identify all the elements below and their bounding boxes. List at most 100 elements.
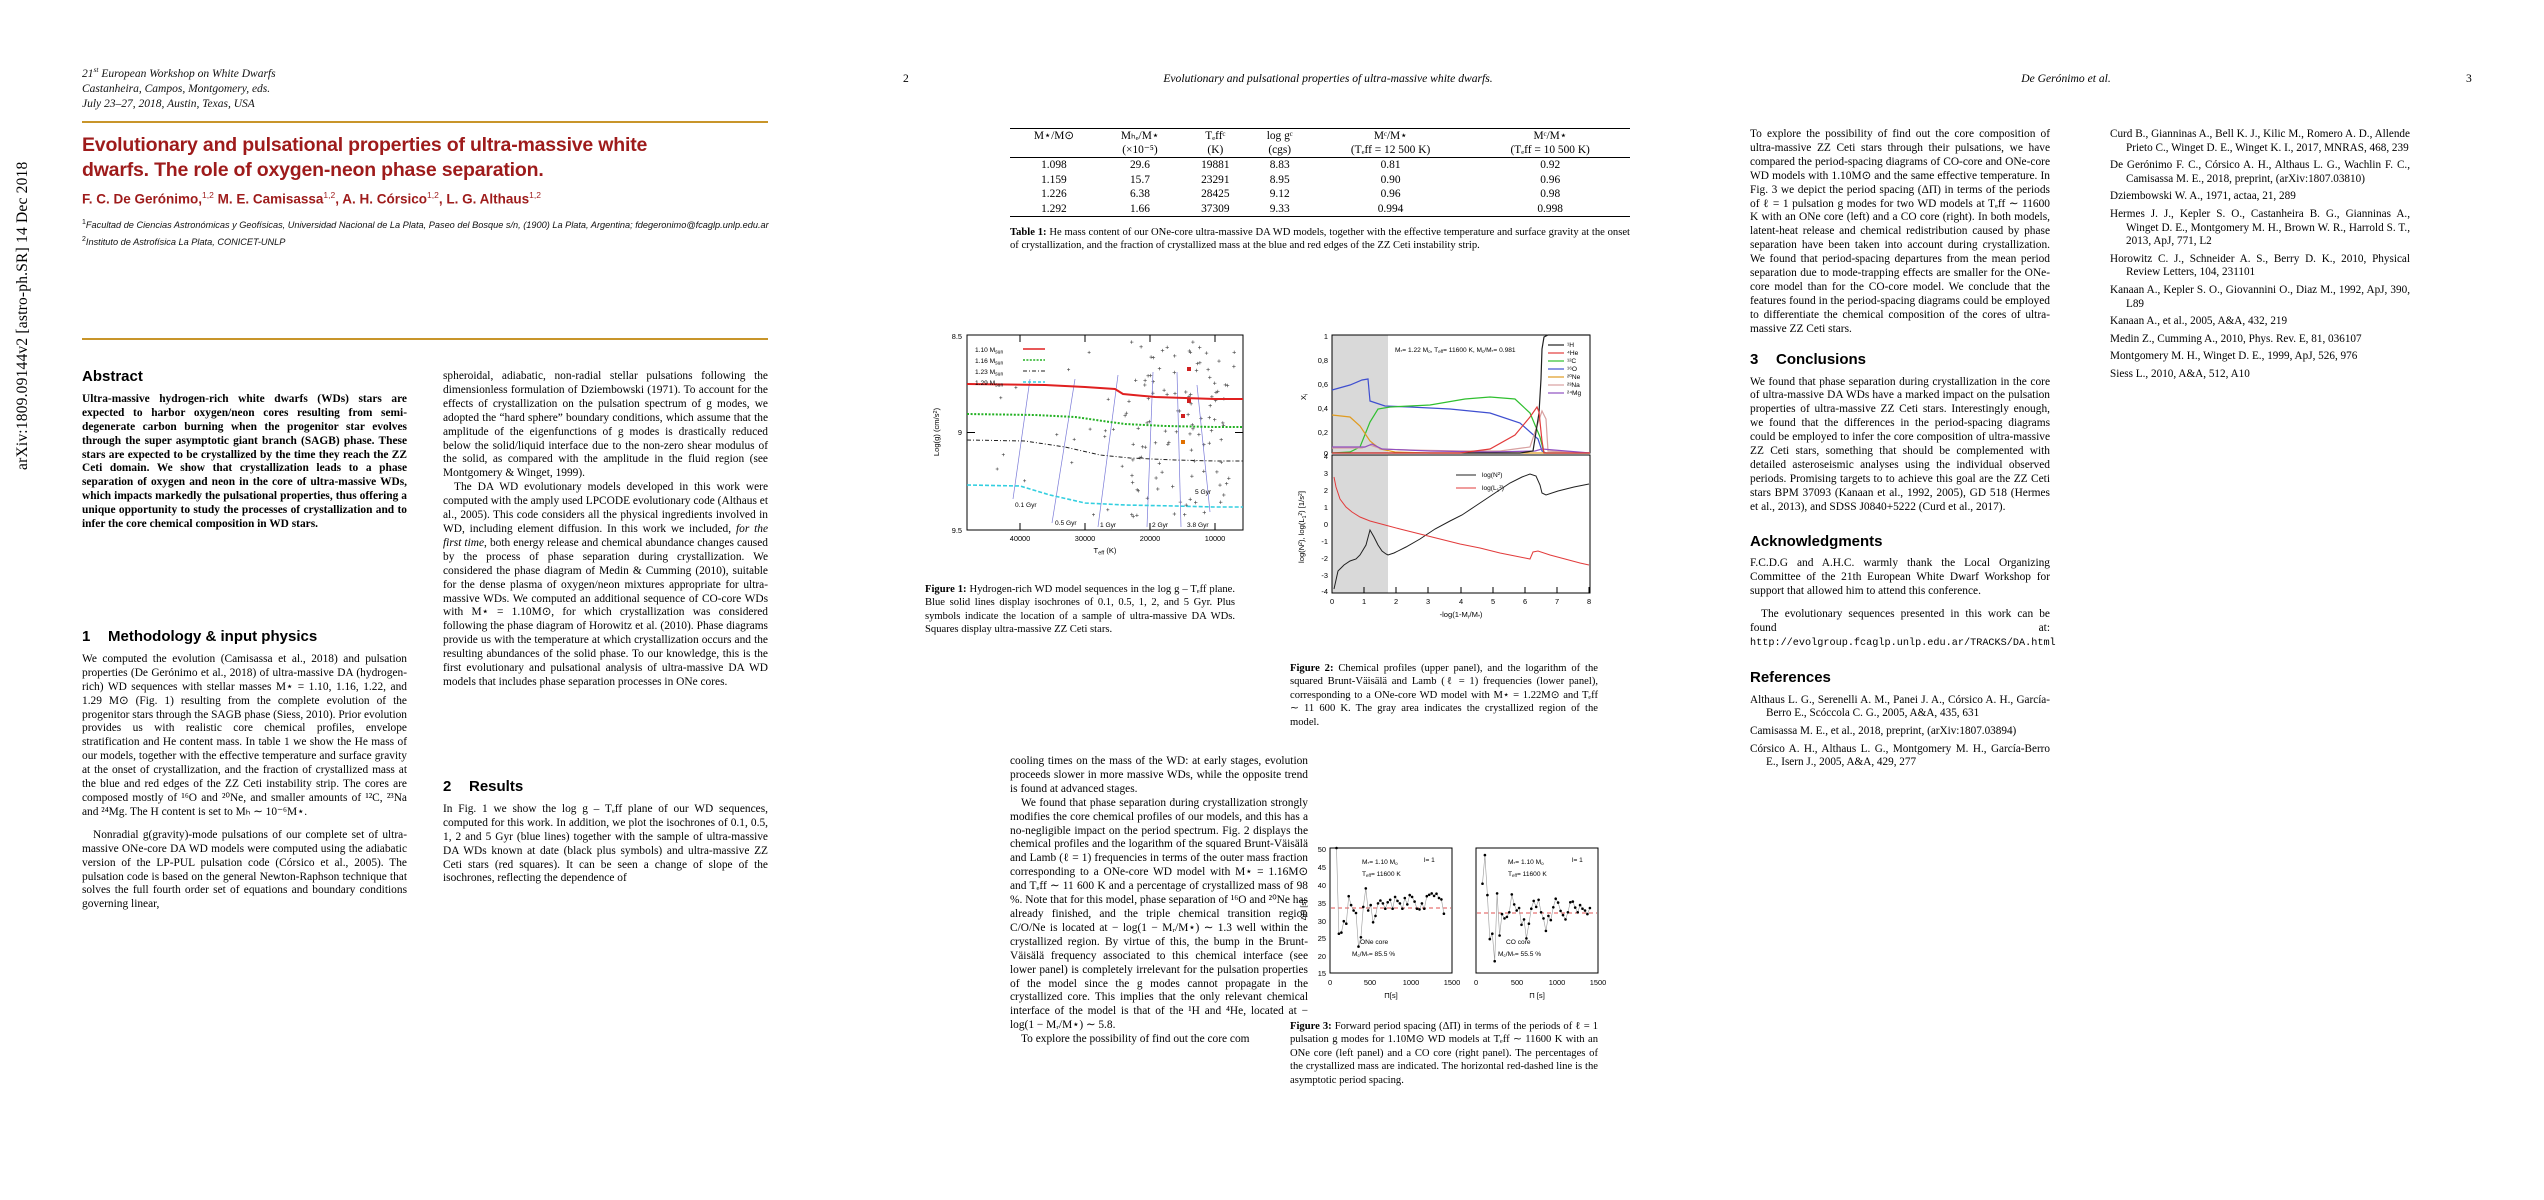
data-point: [1403, 896, 1407, 900]
fig1-data-points: [995, 340, 1236, 519]
data-point: [1517, 906, 1521, 910]
fig3-ytick-50: 50: [1318, 845, 1326, 854]
table-cell: 29.6: [1129, 159, 1150, 171]
fig1-legend-1: 1.16 Msun: [975, 358, 1003, 367]
fig2-leg-Na: ²³Na: [1567, 382, 1580, 389]
fig3-r-xtick-1000: 1000: [1549, 978, 1565, 987]
section-3-heading: 3 Conclusions: [1750, 352, 2050, 367]
data-point: [1442, 912, 1446, 915]
data-point: [1564, 918, 1567, 921]
fig3-ytick-20: 20: [1318, 952, 1326, 961]
fig3-r-xtick-1500: 1500: [1590, 978, 1606, 987]
fig1-iso-label-3: 2 Gyr: [1152, 522, 1169, 529]
reference-item: De Gerónimo F. C., Córsico A. H., Althau…: [2110, 159, 2410, 185]
fig2-leg-C: ¹²C: [1567, 358, 1576, 365]
data-point: [1406, 903, 1409, 906]
section-1-column-right: spheroidal, adiabatic, non-radial stella…: [443, 370, 768, 750]
data-point: [1415, 907, 1419, 910]
table-cell: 0.90: [1380, 173, 1401, 186]
fig2-l-ytick-m3: -3: [1321, 571, 1328, 580]
fig1-xtick-3: 10000: [1205, 534, 1226, 543]
th-3: log gᶜ: [1266, 130, 1293, 142]
reference-item: Medin Z., Cumming A., 2010, Phys. Rev. E…: [2110, 332, 2362, 345]
fig1-legend-3: 1.29 Msun: [975, 380, 1003, 389]
data-point: [1374, 914, 1377, 918]
section-2-p1: In Fig. 1 we show the log g – Tₑff plane…: [443, 802, 768, 885]
figure-2-caption-text: Chemical profiles (upper panel), and the…: [1290, 663, 1598, 728]
fig2-xtick-0: 0: [1330, 597, 1334, 606]
fig2-l-ytick-m1: -1: [1321, 537, 1328, 546]
data-point: [1393, 895, 1397, 899]
data-point: [1420, 902, 1424, 905]
conf-line1-post: European Workshop on White Dwarfs: [98, 67, 276, 80]
ack-url[interactable]: http://evolgroup.fcaglp.unlp.edu.ar/TRAC…: [1750, 638, 2056, 649]
table-cell: 0.96: [1380, 188, 1401, 200]
fig2-xtick-2: 2: [1394, 597, 1398, 606]
th-4: Mᶜ/M⋆: [1373, 130, 1408, 142]
data-point: [1337, 932, 1341, 935]
fig2-lower-panel: 4 3 2 1 0 -1 -2 -3 -4 log(N2), log(L12) …: [1297, 452, 1591, 621]
data-point: [1388, 898, 1392, 902]
fig1-legend-2: 1.23 Msun: [975, 369, 1003, 378]
data-point: [1573, 906, 1577, 909]
data-point: [1554, 897, 1557, 900]
data-point: [1376, 902, 1380, 905]
table-1-header-row-bottom: (×10⁻⁵) (K) (cgs) (Tₑff = 12 500 K) (Tₑf…: [1010, 143, 1630, 158]
data-point: [1586, 912, 1589, 916]
data-point: [1440, 898, 1443, 901]
data-point: [1512, 903, 1516, 906]
fig3-ytick-45: 45: [1318, 863, 1326, 872]
figure-1-caption: Figure 1: Hydrogen-rich WD model sequenc…: [925, 583, 1235, 637]
section-1-p2: Nonradial g(gravity)-mode pulsations of …: [82, 828, 407, 911]
th-2: Tₑffᶜ: [1205, 130, 1226, 142]
fig2-u-ylabel: Xi: [1299, 394, 1310, 400]
fig3-ytick-30: 30: [1318, 917, 1326, 926]
page-title: Evolutionary and pulsational properties …: [82, 134, 648, 181]
data-point: [1396, 899, 1399, 903]
data-point: [1588, 906, 1592, 910]
table-1: M⋆/M⊙ Mₕₑ/M⋆ Tₑffᶜ log gᶜ Mᶜ/M⋆ Mᶜ/M⋆ (×…: [1010, 128, 1630, 216]
table-row: 1.226 6.38 28425 9.12 0.96 0.98: [1010, 187, 1630, 202]
section-2-p4-start: To explore the possibility of find out t…: [1021, 1033, 1250, 1046]
figure-3-caption: Figure 3: Forward period spacing (ΔΠ) in…: [1290, 1020, 1598, 1087]
fig2-l-ytick-2: 2: [1324, 486, 1328, 495]
table-cell: 6.38: [1129, 188, 1150, 200]
fig2-leg-logL2: log(L12): [1482, 484, 1504, 492]
data-point: [1500, 912, 1504, 916]
data-point: [1495, 892, 1499, 895]
section-1-p1: We computed the evolution (Camisassa et …: [82, 652, 407, 818]
reference-item: Montgomery M. H., Winget D. E., 1999, Ap…: [2110, 350, 2358, 363]
table-cell: 9.33: [1269, 202, 1290, 215]
data-point: [1525, 937, 1528, 940]
reference-item: Curd B., Gianninas A., Bell K. J., Kilic…: [2110, 128, 2410, 154]
section-2-p3: We found that phase separation during cr…: [1010, 796, 1308, 1032]
thb-2: (K): [1207, 144, 1224, 156]
references-list-left: Althaus L. G., Serenelli A. M., Panei J.…: [1750, 694, 2050, 770]
fig2-u-ytick-0: 0: [1324, 449, 1328, 458]
acknowledgments-p1: F.C.D.G and A.H.C. warmly thank the Loca…: [1750, 557, 2050, 598]
data-point: [1556, 901, 1560, 904]
reference-item: Horowitz C. J., Schneider A. S., Berry D…: [2110, 252, 2410, 279]
fig2-leg-Mg: ²⁴Mg: [1567, 390, 1582, 397]
reference-item: Dziembowski W. A., 1971, actaa, 21, 289: [2110, 190, 2296, 203]
data-point: [1503, 917, 1506, 920]
data-point: [1418, 908, 1421, 911]
table-cell: 9.12: [1269, 188, 1290, 200]
fig2-l-ytick-3: 3: [1324, 469, 1328, 478]
fig1-axes: 8.5 9 9.5 40000 30000 20000 10000 Teff (…: [932, 332, 1244, 557]
data-point: [1498, 934, 1501, 937]
figure-1-label: Figure 1:: [925, 584, 967, 595]
data-point: [1352, 909, 1355, 912]
fig3-l-xtick-0: 0: [1328, 978, 1332, 987]
data-point: [1532, 899, 1535, 903]
data-point: [1537, 898, 1540, 902]
references-heading: References: [1750, 668, 1831, 686]
figure-2-caption: Figure 2: Chemical profiles (upper panel…: [1290, 662, 1598, 729]
fig3-r-xtick-0: 0: [1474, 978, 1478, 987]
data-point: [1583, 909, 1587, 912]
fig3-l-xlabel: Π[s]: [1384, 991, 1398, 1000]
reference-item: Siess L., 2010, A&A, 512, A10: [2110, 367, 2250, 380]
fig2-xtick-4: 4: [1459, 597, 1463, 606]
fig1-iso-label-1: 0.5 Gyr: [1055, 520, 1077, 527]
abstract-column: Abstract Ultra-massive hydrogen-rich whi…: [82, 369, 407, 600]
